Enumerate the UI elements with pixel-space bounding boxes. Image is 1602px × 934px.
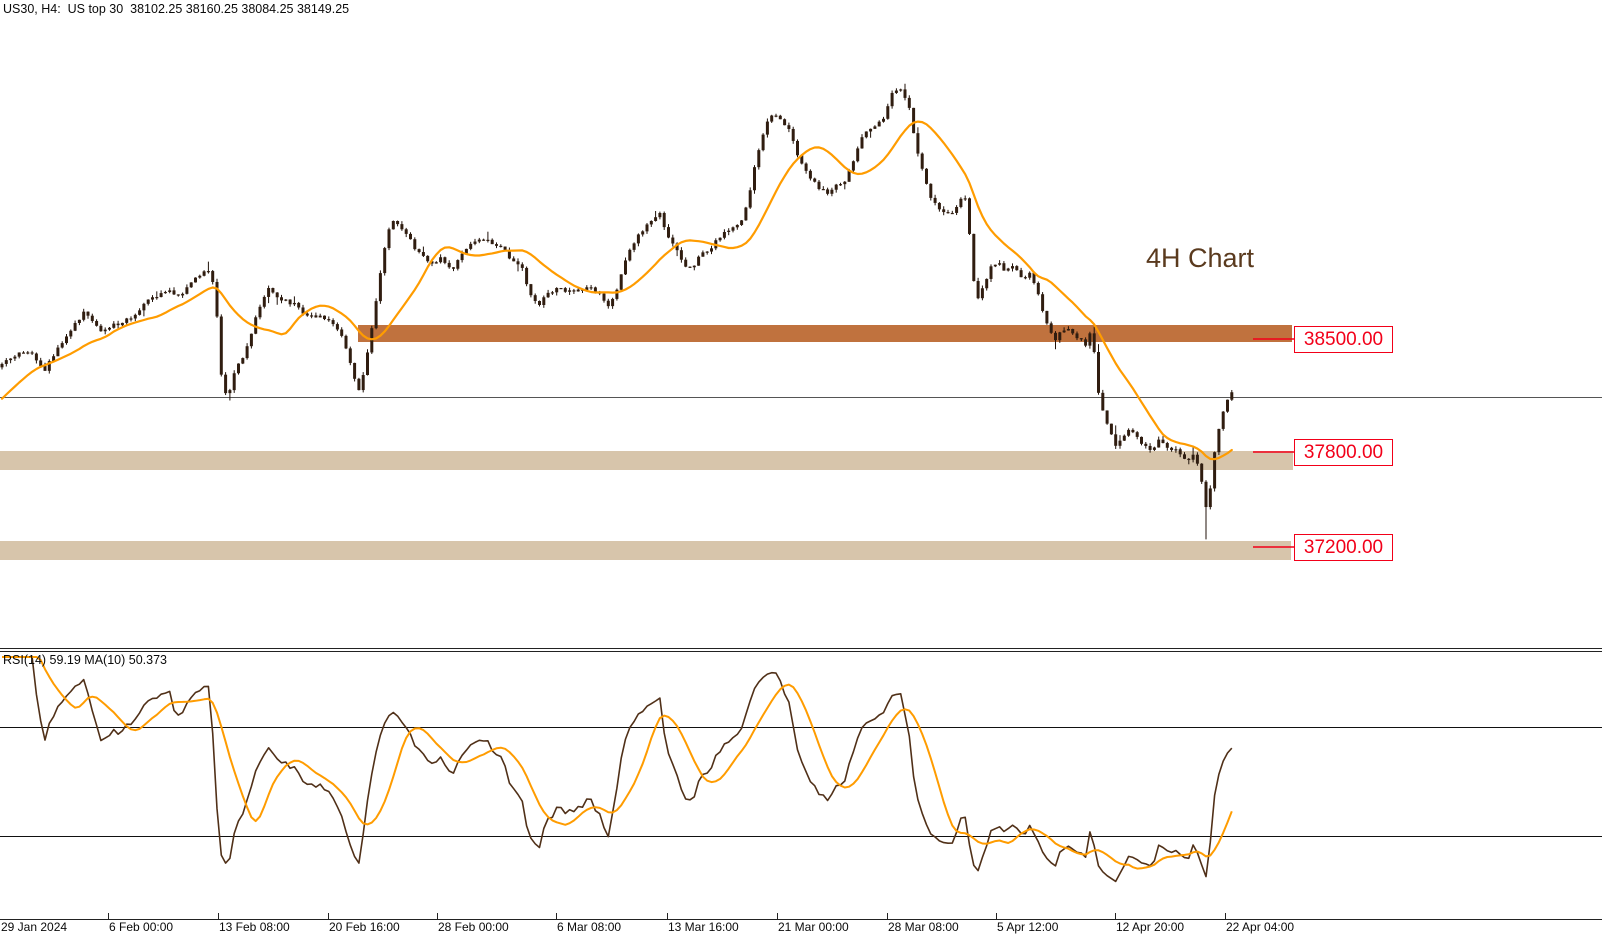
price-level-label-38500[interactable]: 38500.00 — [1294, 326, 1393, 353]
time-axis-label: 28 Mar 08:00 — [888, 920, 959, 934]
zone-band-38500.00[interactable] — [358, 325, 1292, 342]
rsi-indicator-label: RSI(14) 59.19 MA(10) 50.373 — [3, 653, 167, 667]
price-level-label-37800[interactable]: 37800.00 — [1294, 439, 1393, 466]
time-axis-label: 5 Apr 12:00 — [997, 920, 1059, 934]
time-axis-label: 13 Feb 08:00 — [219, 920, 290, 934]
zone-band-37200.00[interactable] — [0, 541, 1291, 560]
symbol-ohlc-title: US30, H4: US top 30 38102.25 38160.25 38… — [3, 2, 350, 16]
time-axis-label: 6 Mar 08:00 — [557, 920, 622, 934]
time-axis-label: 22 Apr 04:00 — [1226, 920, 1295, 934]
zone-band-37800.00[interactable] — [0, 451, 1293, 470]
candlestick-series — [0, 83, 1234, 540]
time-axis-label: 20 Feb 16:00 — [329, 920, 400, 934]
time-axis-label: 28 Feb 00:00 — [438, 920, 509, 934]
chart-annotation-4h[interactable]: 4H Chart — [1146, 243, 1255, 273]
time-axis-label: 12 Apr 20:00 — [1116, 920, 1185, 934]
time-axis-label: 13 Mar 16:00 — [668, 920, 739, 934]
price-level-label-37200[interactable]: 37200.00 — [1294, 534, 1393, 561]
rsi-line — [2, 656, 1233, 883]
ma-line — [0, 120, 1233, 461]
time-axis-label: 21 Mar 00:00 — [778, 920, 849, 934]
rsi-ma-line — [2, 656, 1233, 870]
time-axis-label: 6 Feb 00:00 — [109, 920, 174, 934]
time-axis-label: 29 Jan 2024 — [1, 920, 68, 934]
